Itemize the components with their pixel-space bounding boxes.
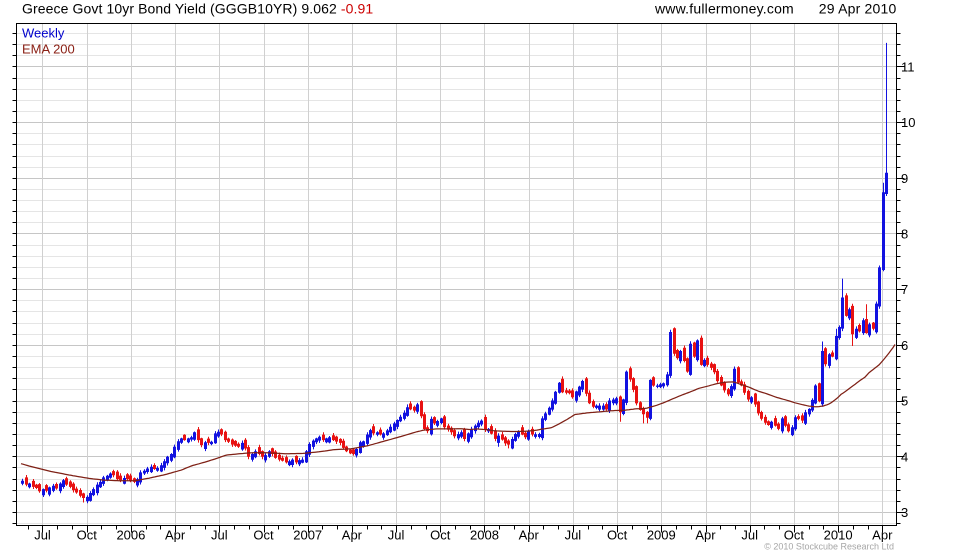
svg-text:2007: 2007 xyxy=(293,528,322,543)
svg-text:Apr: Apr xyxy=(165,528,186,543)
svg-text:Jul: Jul xyxy=(565,528,582,543)
svg-text:Oct: Oct xyxy=(607,528,628,543)
svg-text:29 Apr 2010: 29 Apr 2010 xyxy=(819,1,897,17)
svg-text:2006: 2006 xyxy=(116,528,145,543)
svg-text:Weekly: Weekly xyxy=(22,26,65,41)
svg-text:Apr: Apr xyxy=(342,528,363,543)
svg-text:www.fullermoney.com: www.fullermoney.com xyxy=(654,1,794,17)
svg-text:Greece Govt 10yr Bond Yield (G: Greece Govt 10yr Bond Yield (GGGB10YR) 9… xyxy=(22,1,373,17)
svg-text:2008: 2008 xyxy=(470,528,499,543)
svg-text:2010: 2010 xyxy=(824,528,853,543)
svg-text:10: 10 xyxy=(901,115,915,130)
svg-text:Apr: Apr xyxy=(695,528,716,543)
svg-text:9: 9 xyxy=(901,171,908,186)
svg-text:Oct: Oct xyxy=(784,528,805,543)
svg-text:Jul: Jul xyxy=(388,528,405,543)
svg-text:6: 6 xyxy=(901,338,908,353)
svg-text:Apr: Apr xyxy=(872,528,893,543)
svg-text:Oct: Oct xyxy=(77,528,98,543)
svg-text:Jul: Jul xyxy=(34,528,51,543)
svg-text:3: 3 xyxy=(901,505,908,520)
svg-text:Jul: Jul xyxy=(741,528,758,543)
svg-text:Jul: Jul xyxy=(211,528,228,543)
svg-text:7: 7 xyxy=(901,282,908,297)
svg-text:2009: 2009 xyxy=(647,528,676,543)
svg-text:5: 5 xyxy=(901,394,908,409)
svg-text:Oct: Oct xyxy=(430,528,451,543)
svg-text:4: 4 xyxy=(901,449,908,464)
svg-text:Apr: Apr xyxy=(519,528,540,543)
svg-text:11: 11 xyxy=(901,59,915,74)
svg-text:EMA 200: EMA 200 xyxy=(22,42,75,57)
svg-text:8: 8 xyxy=(901,227,908,242)
svg-text:Oct: Oct xyxy=(253,528,274,543)
svg-text:© 2010 Stockcube Research Ltd: © 2010 Stockcube Research Ltd xyxy=(764,542,894,552)
